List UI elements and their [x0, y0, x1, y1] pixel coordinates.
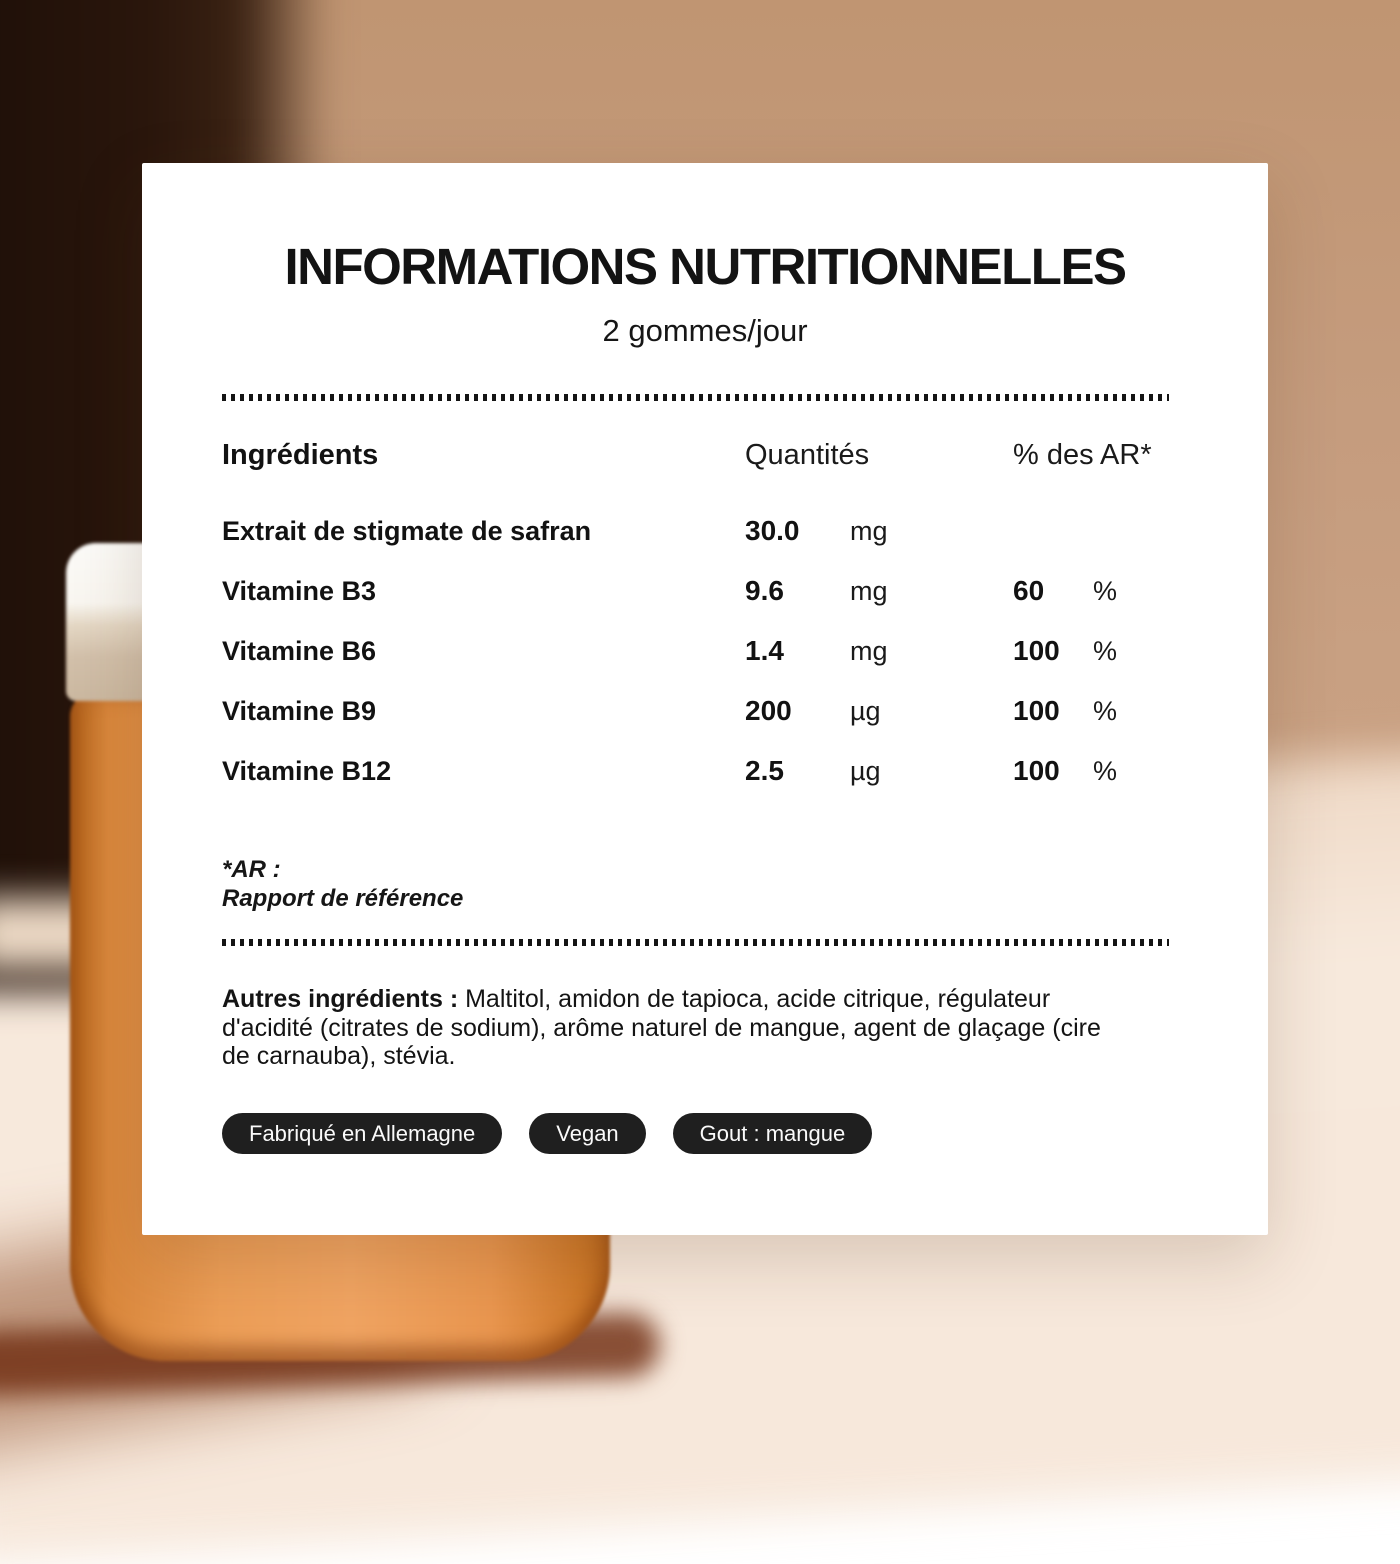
ingredient-label: Vitamine B9 — [222, 696, 377, 726]
ingredient-percent-sign: % — [1093, 696, 1118, 726]
other-ingredients-label: Autres ingrédients : — [222, 985, 459, 1013]
dotted-divider-top — [222, 394, 1169, 401]
nutrition-panel: INFORMATIONS NUTRITIONNELLES 2 gommes/jo… — [142, 163, 1268, 1235]
ingredient-value: 200 — [745, 695, 792, 726]
table-row: Vitamine B3 9.6 mg 60 % — [222, 575, 1169, 617]
other-ingredients-text: Maltitol, amidon de tapioca, acide citri… — [222, 985, 1101, 1070]
ar-footnote: *AR : Rapport de référence — [222, 855, 463, 913]
badge-vegan: Vegan — [529, 1113, 646, 1154]
table-row: Vitamine B12 2.5 µg 100 % — [222, 755, 1169, 797]
dotted-divider-bottom — [222, 939, 1169, 946]
ingredient-value: 2.5 — [745, 755, 784, 786]
table-row: Vitamine B9 200 µg 100 % — [222, 695, 1169, 737]
ingredient-percent: 100 — [1013, 695, 1060, 726]
badge-flavor: Gout : mangue — [672, 1113, 873, 1154]
ingredient-label: Vitamine B6 — [222, 636, 377, 666]
ingredient-percent: 100 — [1013, 635, 1060, 666]
ingredient-value: 9.6 — [745, 575, 784, 606]
header-percent-ar: % des AR* — [1013, 439, 1152, 471]
ingredient-label: Vitamine B12 — [222, 756, 392, 786]
ingredient-percent: 60 — [1013, 575, 1045, 606]
ingredient-unit: mg — [850, 636, 888, 666]
ingredient-value: 1.4 — [745, 635, 784, 666]
ingredient-unit: mg — [850, 576, 888, 606]
ingredient-label: Extrait de stigmate de safran — [222, 516, 592, 546]
badge-made-in-germany: Fabriqué en Allemagne — [222, 1113, 503, 1154]
panel-subtitle: 2 gommes/jour — [602, 313, 808, 348]
ingredient-value: 30.0 — [745, 515, 800, 546]
ingredient-unit: µg — [850, 756, 881, 786]
panel-title: INFORMATIONS NUTRITIONNELLES — [284, 238, 1127, 295]
ingredient-percent: 100 — [1013, 755, 1060, 786]
header-quantities: Quantités — [745, 439, 870, 471]
header-ingredients: Ingrédients — [222, 439, 379, 471]
ingredient-label: Vitamine B3 — [222, 576, 377, 606]
table-row: Extrait de stigmate de safran 30.0 mg — [222, 515, 1169, 557]
ar-footnote-line1: *AR : — [222, 856, 281, 883]
ingredient-percent-sign: % — [1093, 576, 1118, 606]
ingredient-percent-sign: % — [1093, 636, 1118, 666]
table-header-row: Ingrédients Quantités % des AR* — [222, 439, 1169, 472]
ar-footnote-line2: Rapport de référence — [222, 885, 464, 912]
ingredient-unit: µg — [850, 696, 881, 726]
other-ingredients: Autres ingrédients : Maltitol, amidon de… — [222, 985, 1110, 1071]
badge-row: Fabriqué en Allemagne Vegan Gout : mangu… — [222, 1113, 873, 1154]
ingredient-unit: mg — [850, 516, 888, 546]
table-row: Vitamine B6 1.4 mg 100 % — [222, 635, 1169, 677]
ingredient-percent-sign: % — [1093, 756, 1118, 786]
